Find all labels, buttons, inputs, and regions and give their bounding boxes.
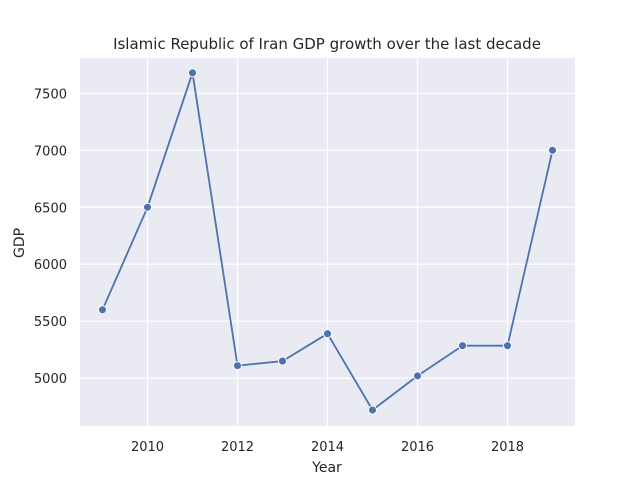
x-tick-label: 2012 bbox=[221, 440, 254, 455]
y-axis-title: GDP bbox=[12, 228, 28, 258]
data-point bbox=[323, 329, 332, 339]
data-point bbox=[548, 145, 557, 155]
x-tick-labels: 2010 2012 2014 2016 2018 bbox=[131, 440, 524, 455]
y-tick-label: 6500 bbox=[34, 201, 67, 216]
grid-lines bbox=[80, 58, 575, 426]
x-axis-title: Year bbox=[311, 460, 342, 476]
y-tick-labels: 5000 5500 6000 6500 7000 7500 bbox=[34, 87, 67, 387]
data-point bbox=[233, 361, 242, 371]
data-point bbox=[368, 405, 377, 415]
data-point bbox=[188, 68, 197, 78]
data-point bbox=[458, 341, 467, 351]
x-tick-label: 2010 bbox=[131, 440, 164, 455]
y-tick-label: 7500 bbox=[34, 87, 67, 102]
chart-title: Islamic Republic of Iran GDP growth over… bbox=[113, 35, 541, 53]
data-point bbox=[278, 356, 287, 366]
data-point bbox=[143, 202, 152, 212]
y-tick-label: 5500 bbox=[34, 315, 67, 330]
y-tick-label: 5000 bbox=[34, 372, 67, 387]
data-point bbox=[503, 341, 512, 351]
data-point bbox=[413, 371, 422, 381]
x-tick-label: 2014 bbox=[311, 440, 344, 455]
x-tick-label: 2018 bbox=[491, 440, 524, 455]
data-point bbox=[98, 305, 107, 315]
x-tick-label: 2016 bbox=[401, 440, 434, 455]
y-tick-label: 6000 bbox=[34, 258, 67, 273]
y-tick-label: 7000 bbox=[34, 144, 67, 159]
series-layer bbox=[98, 68, 557, 415]
